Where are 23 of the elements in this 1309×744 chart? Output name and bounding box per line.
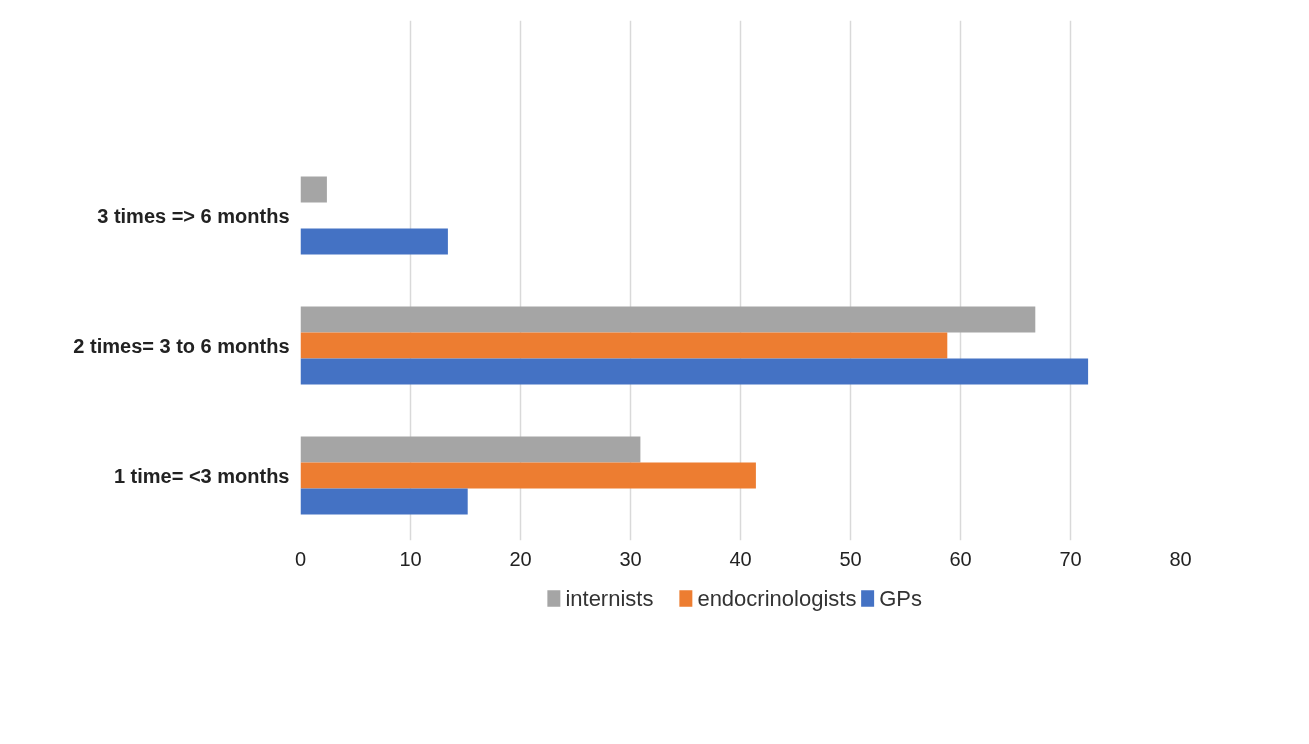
bar <box>300 358 1089 385</box>
y-tick-label: 1 time= <3 months <box>113 464 290 487</box>
bar <box>300 306 1036 333</box>
x-tick-label: 80 <box>1169 547 1192 570</box>
x-tick-label: 0 <box>294 547 307 570</box>
x-tick-label: 10 <box>399 547 422 570</box>
y-tick-label: 3 times => 6 months <box>97 204 290 227</box>
x-tick-label: 60 <box>949 547 972 570</box>
legend-label: GPs <box>879 586 922 611</box>
bar <box>300 436 641 463</box>
bar <box>300 176 327 203</box>
bar <box>300 332 948 359</box>
legend-label: internists <box>565 586 654 611</box>
legend-label: endocrinologists <box>697 586 857 611</box>
x-tick-label: 30 <box>619 547 642 570</box>
bar <box>300 462 756 489</box>
bar <box>300 228 448 255</box>
x-tick-label: 20 <box>509 547 532 570</box>
x-tick-label: 50 <box>839 547 862 570</box>
y-tick-label: 2 times= 3 to 6 months <box>73 334 290 357</box>
x-tick-label: 70 <box>1059 547 1082 570</box>
bar <box>300 488 468 515</box>
x-tick-label: 40 <box>729 547 752 570</box>
